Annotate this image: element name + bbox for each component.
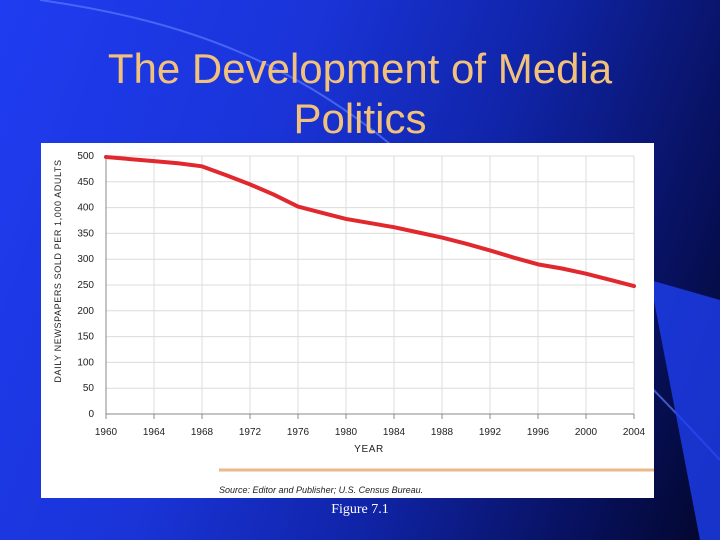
x-tick-label: 1968 <box>191 427 214 438</box>
labels: DAILY NEWSPAPERS SOLD PER 1,000 ADULTS Y… <box>53 159 384 455</box>
x-tick-label: 1988 <box>431 427 454 438</box>
data-point <box>392 225 396 229</box>
axes: 0 50 100 150 200 250 300 350 400 450 500 1960 1964 19… <box>77 151 645 438</box>
x-tick-label: 1960 <box>95 427 118 438</box>
y-tick-label: 450 <box>77 177 94 188</box>
y-tick-label: 150 <box>77 332 94 343</box>
newspaper-line-chart: 0 50 100 150 200 250 300 350 400 450 500 1960 1964 19… <box>53 151 654 495</box>
y-tick-label: 300 <box>77 254 94 265</box>
x-tick-label: 2004 <box>623 427 646 438</box>
y-tick-label: 0 <box>88 409 94 420</box>
data-point <box>344 217 348 221</box>
source-note: Source: Editor and Publisher; U.S. Censu… <box>219 485 423 495</box>
x-tick-label: 1984 <box>383 427 406 438</box>
data-point <box>416 230 420 234</box>
data-point <box>296 204 300 209</box>
data-point <box>200 164 204 168</box>
data-point <box>272 193 276 197</box>
x-tick-label: 1964 <box>143 427 166 438</box>
data-point <box>560 266 564 271</box>
y-tick-label: 400 <box>77 203 94 214</box>
x-tick-label: 1992 <box>479 427 502 438</box>
data-point <box>248 182 252 186</box>
data-point <box>584 272 588 276</box>
data-point <box>104 155 108 159</box>
y-tick-label: 250 <box>77 280 94 291</box>
series <box>104 155 636 289</box>
y-axis-label: DAILY NEWSPAPERS SOLD PER 1,000 ADULTS <box>53 159 63 382</box>
x-tick-label: 2000 <box>575 427 598 438</box>
chart-figure: 0 50 100 150 200 250 300 350 400 450 500 1960 1964 19… <box>41 143 654 498</box>
series-line <box>104 155 636 289</box>
data-point <box>536 262 540 266</box>
data-point <box>464 242 468 246</box>
data-point <box>512 256 516 260</box>
data-point <box>368 221 372 225</box>
data-point <box>152 159 156 163</box>
figure-caption: Figure 7.1 <box>331 502 389 517</box>
y-tick-label: 500 <box>77 151 94 162</box>
x-tick-label: 1976 <box>287 427 310 438</box>
gridlines <box>105 155 635 415</box>
data-point <box>632 284 636 288</box>
data-point <box>440 235 444 240</box>
y-tick-label: 50 <box>83 383 95 394</box>
data-point <box>176 161 180 165</box>
x-axis-label: YEAR <box>354 444 384 455</box>
data-point <box>320 211 324 215</box>
data-point <box>608 278 612 282</box>
y-tick-label: 100 <box>77 357 94 368</box>
data-point <box>488 248 492 253</box>
y-tick-label: 350 <box>77 228 94 239</box>
data-point <box>224 173 228 177</box>
slide-title: The Development of Media Politics <box>107 45 613 142</box>
x-tick-label: 1996 <box>527 427 550 438</box>
y-tick-label: 200 <box>77 306 94 317</box>
x-tick-label: 1980 <box>335 427 358 438</box>
x-tick-label: 1972 <box>239 427 262 438</box>
